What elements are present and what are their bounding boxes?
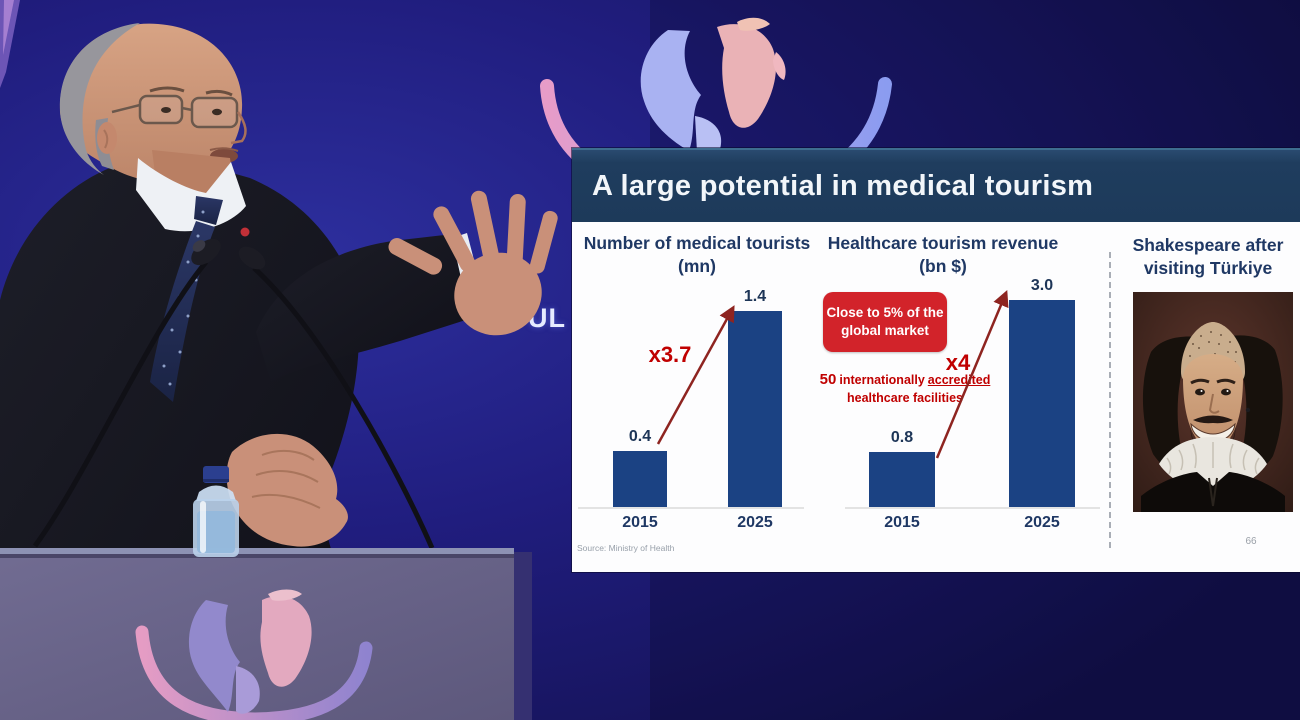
slide-title: A large potential in medical tourism	[592, 169, 1094, 202]
source-note: Source: Ministry of Health	[577, 543, 675, 553]
raised-hand	[388, 190, 558, 336]
right-panel-title: Shakespeare after visiting Türkiye	[1132, 235, 1284, 278]
slide-page-number: 66	[1245, 536, 1257, 547]
bar-value-label: 0.8	[890, 429, 914, 446]
chart2-tick-2015: 2015	[884, 514, 920, 531]
global-market-callout: Close to 5% of the global market	[823, 292, 947, 352]
podium-globe-logo	[188, 589, 312, 714]
nose	[230, 111, 247, 145]
bar-2025: 1.4	[728, 287, 782, 507]
podium-logo-ring	[135, 625, 373, 720]
bar-2015: 0.8	[869, 277, 935, 507]
speaker-and-podium	[0, 23, 558, 720]
chart1-axis	[578, 507, 804, 509]
tie	[150, 221, 215, 402]
chart2-tick-2025: 2025	[1024, 514, 1060, 531]
dashed-separator	[1109, 252, 1111, 548]
chart2-title: Healthcare tourism revenue	[827, 233, 1059, 253]
stage-globe-logo	[640, 17, 786, 158]
chart2-unit: (bn $)	[919, 256, 967, 277]
bar-2015: 0.4	[613, 287, 667, 507]
chart2-axis	[845, 507, 1100, 509]
presentation-slide: A large potential in medical tourism Num…	[572, 148, 1300, 572]
chart1-tick-2025: 2025	[737, 514, 773, 531]
gray-hair	[59, 23, 140, 175]
bar-value-label: 1.4	[743, 288, 767, 305]
bar-value-label: 3.0	[1030, 277, 1054, 294]
chart1-tick-2015: 2015	[622, 514, 658, 531]
slide-header: A large potential in medical tourism	[572, 148, 1300, 222]
lapel-pin	[240, 227, 250, 237]
chart1-unit: (mn)	[678, 256, 716, 277]
microphone-icon	[32, 238, 435, 549]
water-bottle	[193, 466, 239, 557]
chart1-title: Number of medical tourists	[583, 233, 811, 253]
podium	[0, 548, 532, 720]
bar-2025: 3.0	[1009, 277, 1075, 507]
gesturing-hand	[226, 433, 348, 547]
bar-value-label: 0.4	[628, 428, 652, 445]
shakespeare-image	[1133, 292, 1293, 512]
